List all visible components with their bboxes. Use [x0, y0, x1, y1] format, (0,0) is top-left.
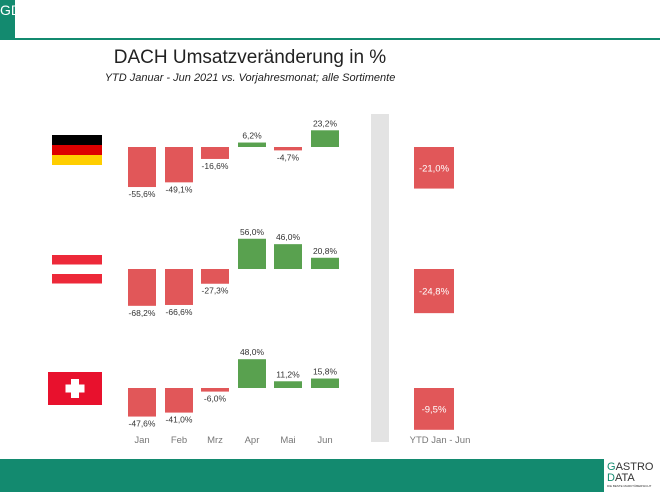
x-tick-label: Jun — [317, 435, 332, 446]
flag-germany-stripe — [52, 145, 102, 155]
data-label: -66,6% — [166, 307, 193, 317]
bar-ch-mai — [274, 381, 302, 388]
ytd-bar-ch — [414, 388, 454, 430]
data-label: 6,2% — [242, 131, 262, 141]
data-label: -55,6% — [129, 189, 156, 199]
data-label: -41,0% — [166, 415, 193, 425]
bar-de-mai — [274, 147, 302, 151]
flag-cross — [65, 384, 85, 393]
data-label: 23,2% — [313, 118, 338, 128]
ytd-bar-de — [414, 147, 454, 189]
flag-austria-stripe — [52, 274, 102, 284]
flag-germany-stripe — [52, 155, 102, 165]
flag-austria-stripe — [52, 264, 102, 274]
data-label: 15,8% — [313, 367, 338, 377]
x-tick-label: Apr — [245, 435, 260, 446]
ytd-label: -24,8% — [419, 287, 450, 298]
logo-tagline: DIE BESTE MARKTÜBERSICHT — [607, 484, 652, 488]
ytd-axis-label: YTD Jan - Jun — [410, 435, 471, 446]
bar-ch-mrz — [201, 388, 229, 392]
chart-title: DACH Umsatzveränderung in % — [113, 47, 387, 68]
bar-ch-jan — [128, 388, 156, 417]
flag-germany-stripe — [52, 135, 102, 145]
bar-at-feb — [165, 269, 193, 305]
bar-de-feb — [165, 147, 193, 183]
ytd-bar-at — [414, 269, 454, 314]
ytd-label: -21,0% — [419, 163, 450, 174]
data-label: 48,0% — [240, 347, 265, 357]
chart-subtitle: YTD Januar - Jun 2021 vs. Vorjahresmonat… — [104, 72, 396, 84]
x-tick-label: Mai — [280, 435, 295, 446]
ytd-label: -9,5% — [422, 404, 447, 415]
logo-line1: ASTRO — [615, 461, 654, 473]
data-label: -27,3% — [202, 286, 229, 296]
x-tick-label: Feb — [171, 435, 187, 446]
ytd-separator — [371, 114, 389, 442]
data-label: 11,2% — [276, 369, 300, 379]
bar-at-apr — [238, 238, 266, 269]
bar-at-mai — [274, 244, 302, 269]
bar-de-jan — [128, 147, 156, 188]
bar-at-jun — [311, 257, 339, 269]
x-tick-label: Mrz — [207, 435, 223, 446]
data-label: 20,8% — [313, 246, 338, 256]
data-label: 46,0% — [276, 232, 301, 242]
data-label: -4,7% — [277, 152, 300, 162]
data-label: -16,6% — [202, 161, 229, 171]
bar-ch-apr — [238, 359, 266, 388]
bar-ch-feb — [165, 388, 193, 413]
bar-at-mrz — [201, 269, 229, 284]
x-tick-label: Jan — [134, 435, 149, 446]
gastrodata-logo: GASTRO DATA DIE BESTE MARKTÜBERSICHT — [604, 459, 660, 492]
data-label: -6,0% — [204, 394, 227, 404]
data-label: 56,0% — [240, 227, 265, 237]
data-label: -47,6% — [129, 419, 156, 429]
data-label: -49,1% — [166, 184, 193, 194]
bar-de-apr — [238, 142, 266, 147]
bar-de-mrz — [201, 147, 229, 159]
flag-austria-stripe — [52, 255, 102, 265]
bar-ch-jun — [311, 378, 339, 388]
footer-band — [0, 459, 660, 492]
bar-de-jun — [311, 130, 339, 147]
logo-line2: ATA — [614, 472, 635, 484]
data-label: -68,2% — [129, 308, 156, 318]
bar-at-jan — [128, 269, 156, 306]
header-divider — [15, 38, 660, 40]
